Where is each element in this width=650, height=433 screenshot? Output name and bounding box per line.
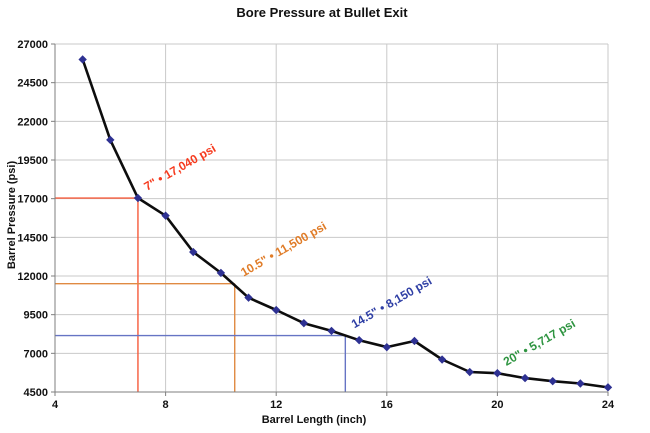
data-point-marker xyxy=(327,326,336,336)
data-point-marker xyxy=(133,193,143,203)
data-point-marker xyxy=(410,336,419,346)
series-layer xyxy=(78,55,613,392)
data-point-marker xyxy=(493,368,502,378)
annotation-layer: 7" • 17,040 psi 10.5" • 11,500 psi 14.5" •… xyxy=(141,141,577,369)
data-point-marker xyxy=(78,55,87,64)
axis-layer: 4500 7000 9500 12000 14500 17000 19500 22000 245… xyxy=(17,39,615,411)
annotation-label: 14.5" • 8,150 psi xyxy=(349,274,434,331)
y-tick-label: 14500 xyxy=(17,232,48,244)
x-tick-label: 16 xyxy=(381,399,393,411)
annotation-label: 20" • 5,717 psi xyxy=(501,316,578,368)
data-point-marker xyxy=(576,379,585,388)
chart-title: Bore Pressure at Bullet Exit xyxy=(236,5,408,20)
annotation-leader-layer xyxy=(55,197,347,392)
data-point-marker xyxy=(299,318,309,328)
y-tick-label: 22000 xyxy=(17,116,48,128)
data-point-marker xyxy=(465,367,474,377)
y-tick-label: 19500 xyxy=(17,155,48,167)
data-point-marker xyxy=(437,355,447,364)
data-point-marker xyxy=(244,293,253,302)
annotation-label: 10.5" • 11,500 psi xyxy=(238,219,329,279)
data-point-marker xyxy=(548,376,557,386)
x-tick-label: 12 xyxy=(270,399,282,411)
y-tick-label: 12000 xyxy=(17,271,48,283)
y-tick-label: 9500 xyxy=(24,310,48,322)
y-axis-title: Barrel Pressure (psi) xyxy=(6,161,18,270)
data-point-marker xyxy=(106,135,115,145)
data-point-marker xyxy=(382,342,391,352)
y-tick-label: 4500 xyxy=(24,387,48,399)
data-point-marker xyxy=(189,247,198,257)
series-line xyxy=(81,58,610,389)
y-tick-label: 7000 xyxy=(24,348,48,360)
y-tick-label: 24500 xyxy=(17,78,48,90)
x-tick-label: 8 xyxy=(163,399,169,411)
data-point-marker xyxy=(354,335,364,345)
data-point-marker xyxy=(216,268,226,278)
x-axis-title: Barrel Length (inch) xyxy=(262,414,367,426)
y-tick-label: 17000 xyxy=(17,194,48,206)
x-tick-label: 24 xyxy=(602,399,615,411)
data-point-marker xyxy=(603,383,613,392)
grid-layer xyxy=(55,43,609,392)
data-point-marker xyxy=(520,373,530,383)
data-point-marker xyxy=(161,211,170,220)
y-tick-label: 27000 xyxy=(17,39,48,51)
data-point-marker xyxy=(272,305,281,315)
x-tick-label: 20 xyxy=(491,399,503,411)
x-tick-label: 4 xyxy=(52,399,59,411)
annotation-label: 7" • 17,040 psi xyxy=(141,141,218,193)
